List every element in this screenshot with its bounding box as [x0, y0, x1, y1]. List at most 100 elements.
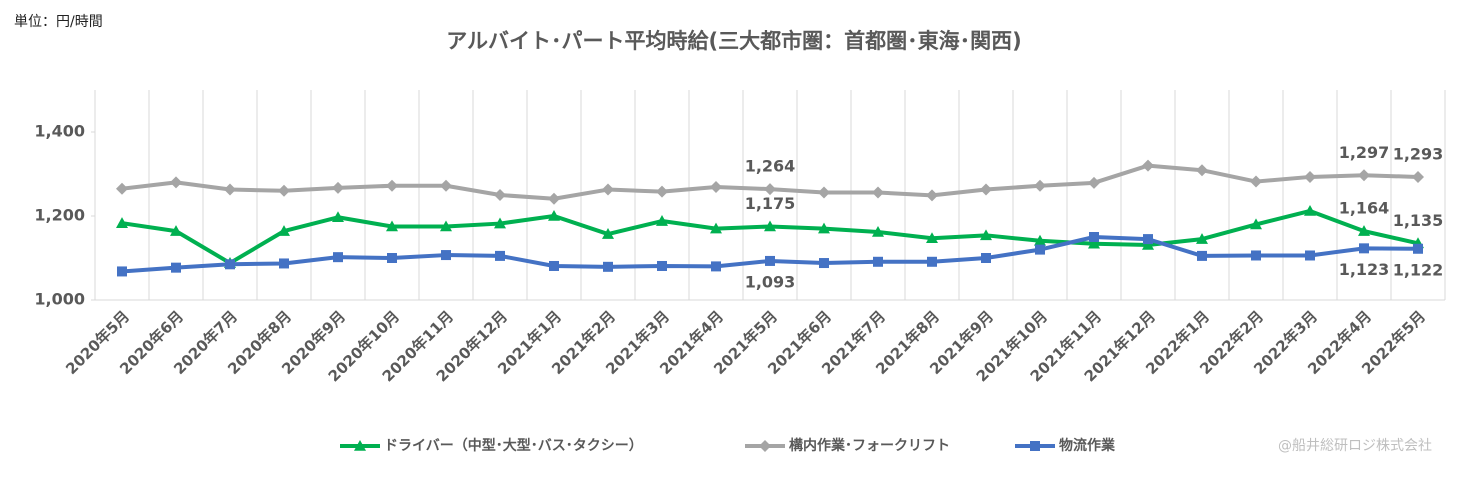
marker: [1412, 170, 1424, 183]
credit: @船井総研ロジ株式会社: [1278, 438, 1432, 454]
marker: [764, 183, 776, 196]
marker: [981, 253, 991, 263]
marker: [278, 225, 290, 236]
marker: [278, 184, 290, 197]
marker: [386, 179, 398, 192]
data-label: 1,264: [745, 157, 796, 176]
marker: [1358, 169, 1370, 182]
marker: [602, 183, 614, 196]
data-label: 1,093: [745, 272, 796, 291]
marker: [1196, 233, 1208, 244]
marker: [440, 179, 452, 192]
marker: [603, 261, 613, 272]
y-tick-label: 1,000: [34, 290, 85, 309]
marker: [657, 260, 667, 271]
marker: [386, 220, 398, 232]
series-line: [121, 235, 1419, 274]
legend-label: ドライバー（中型･大型･バス･タクシー）: [384, 437, 643, 454]
marker: [1304, 170, 1316, 183]
marker: [1035, 244, 1045, 255]
marker: [117, 266, 127, 277]
marker: [1359, 243, 1369, 254]
marker: [872, 225, 884, 237]
data-label: 1,293: [1393, 144, 1444, 163]
marker: [1358, 225, 1370, 236]
marker: [873, 256, 883, 267]
marker: [1197, 250, 1207, 261]
marker: [1030, 441, 1040, 451]
marker: [354, 440, 366, 451]
marker: [710, 222, 722, 234]
marker: [1196, 164, 1208, 177]
series: 1,093 1,123 1,122: [117, 232, 1443, 291]
marker: [711, 261, 721, 272]
marker: [765, 255, 775, 266]
marker: [549, 260, 559, 271]
marker: [387, 253, 397, 263]
data-label: 1,123: [1339, 260, 1390, 279]
data-label: 1,164: [1339, 199, 1390, 218]
marker: [333, 252, 343, 263]
marker: [602, 228, 614, 239]
marker: [494, 189, 506, 201]
marker: [926, 189, 938, 202]
marker: [1142, 238, 1154, 250]
marker: [759, 440, 771, 452]
marker: [1088, 237, 1100, 249]
marker: [656, 185, 668, 198]
marker: [1143, 234, 1153, 245]
legend-item: 物流作業: [1015, 437, 1116, 454]
legend-item: ドライバー（中型･大型･バス･タクシー）: [340, 437, 643, 454]
marker: [1089, 232, 1099, 242]
data-label: 1,122: [1393, 260, 1444, 279]
marker: [980, 229, 992, 241]
legend-label: 構内作業･フォークリフト: [789, 437, 950, 454]
y-tick-label: 1,400: [34, 122, 85, 141]
legend-item: 構内作業･フォークリフト: [745, 437, 950, 454]
marker: [116, 217, 128, 228]
marker: [1304, 204, 1316, 216]
marker: [656, 215, 668, 226]
marker: [1250, 175, 1262, 188]
marker: [225, 259, 235, 270]
marker: [1142, 159, 1154, 172]
marker: [1034, 234, 1046, 246]
marker: [332, 211, 344, 223]
unit-note: 単位：円/時間: [14, 14, 103, 30]
marker: [818, 186, 830, 199]
marker: [872, 186, 884, 199]
marker: [332, 181, 344, 194]
legend-label: 物流作業: [1059, 437, 1116, 454]
marker: [1305, 250, 1315, 261]
marker: [441, 250, 451, 261]
marker: [980, 183, 992, 196]
marker: [819, 258, 829, 269]
marker: [170, 225, 182, 236]
marker: [818, 222, 830, 234]
marker: [926, 232, 938, 244]
marker: [1088, 176, 1100, 189]
marker: [548, 192, 560, 205]
marker: [1034, 179, 1046, 192]
marker: [224, 183, 236, 196]
marker: [927, 256, 937, 267]
data-label: 1,135: [1393, 211, 1444, 230]
data-label: 1,175: [745, 194, 796, 213]
marker: [764, 220, 776, 232]
marker: [279, 258, 289, 269]
marker: [170, 176, 182, 189]
marker: [710, 181, 722, 194]
data-label: 1,297: [1339, 143, 1390, 162]
marker: [495, 250, 505, 261]
y-tick-label: 1,200: [34, 206, 85, 225]
marker: [440, 220, 452, 232]
marker: [1413, 243, 1423, 254]
marker: [1250, 218, 1262, 230]
series: 1,264 1,297 1,293: [116, 143, 1443, 205]
chart-title: アルバイト･パート平均時給(三大都市圏：首都圏･東海･関西): [446, 29, 1021, 53]
marker: [548, 210, 560, 221]
marker: [1251, 250, 1261, 261]
marker: [494, 217, 506, 229]
